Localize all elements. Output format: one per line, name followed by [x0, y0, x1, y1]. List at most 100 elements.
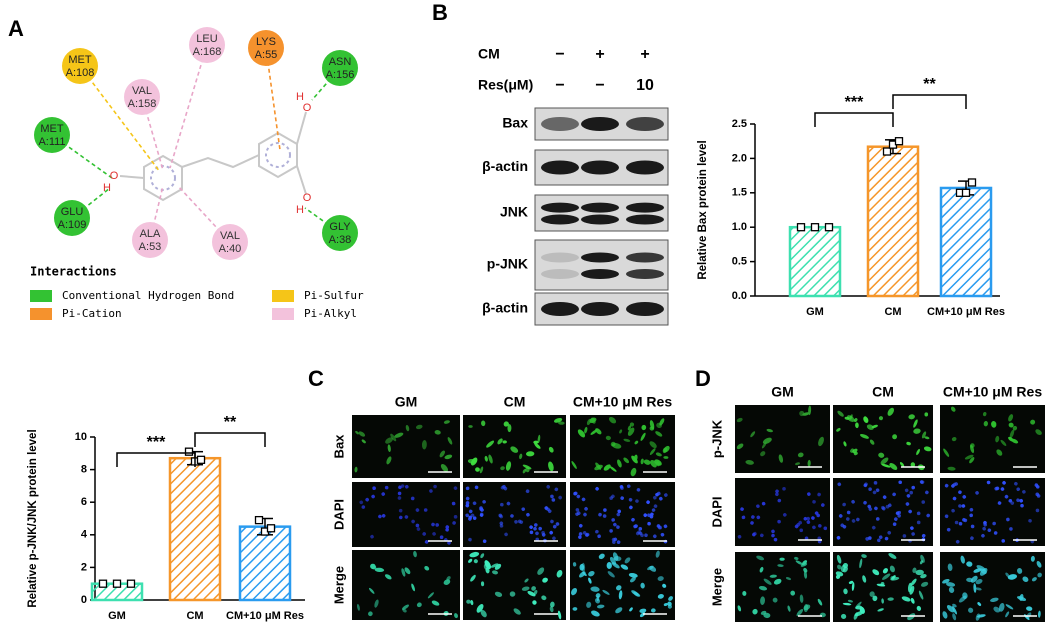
cell: [415, 508, 420, 512]
interaction-line: [79, 65, 161, 173]
cell: [962, 495, 967, 499]
y-tick-label: 10: [75, 431, 87, 443]
cell: [598, 553, 605, 560]
cell: [411, 519, 415, 524]
cell: [550, 601, 555, 608]
condition-value: 10: [636, 77, 654, 94]
cell: [597, 534, 601, 539]
y-tick-label: 2.5: [732, 118, 747, 130]
cell: [446, 576, 451, 581]
legend-label: Pi-Alkyl: [304, 307, 357, 320]
cell: [1008, 414, 1014, 422]
residue-chain: A:53: [139, 241, 162, 253]
legend-swatch: [30, 308, 52, 320]
cell: [926, 513, 930, 518]
cell: [359, 500, 364, 505]
cell: [901, 596, 911, 602]
cell: [573, 491, 577, 496]
cell: [598, 512, 602, 517]
cell: [361, 439, 366, 444]
cell: [1030, 419, 1036, 425]
cell: [583, 512, 587, 517]
cell: [633, 524, 637, 529]
cell: [401, 568, 406, 577]
cell: [649, 514, 654, 519]
cell: [620, 496, 624, 500]
cell: [627, 425, 632, 431]
cell: [371, 494, 375, 499]
residue-chain: A:158: [128, 98, 157, 110]
cell: [524, 578, 529, 583]
cell: [503, 486, 508, 491]
cell: [538, 526, 542, 531]
cell: [668, 596, 673, 601]
cell: [473, 559, 478, 564]
residue-node: [248, 30, 284, 66]
residue-chain: A:168: [193, 46, 222, 58]
y-tick-label: 4: [81, 529, 88, 541]
cell: [863, 483, 868, 488]
cell: [910, 526, 914, 530]
cell: [818, 524, 822, 528]
cell: [865, 537, 869, 541]
residue-node: [322, 50, 358, 86]
cell: [629, 422, 635, 427]
cell: [542, 577, 548, 583]
data-point: [824, 223, 834, 232]
cell: [630, 576, 636, 583]
residue-name: ASN: [329, 56, 352, 68]
condition-value: −: [555, 77, 564, 94]
cell: [758, 585, 768, 591]
cell: [881, 505, 885, 510]
blot-band: [581, 214, 619, 225]
cell: [1034, 483, 1039, 487]
cell: [479, 507, 483, 511]
cell: [549, 606, 554, 613]
data-point: [796, 223, 806, 232]
data-point: [961, 188, 971, 197]
cell: [554, 487, 559, 492]
cell: [911, 485, 916, 490]
cell: [841, 613, 847, 619]
cell: [503, 421, 509, 427]
cell: [541, 595, 547, 601]
column-header: CM+10 μM Res: [943, 384, 1042, 400]
cell: [433, 484, 437, 489]
atom-label: O: [303, 102, 312, 114]
cell: [958, 595, 967, 603]
cell: [454, 613, 458, 619]
blot-band: [581, 117, 619, 131]
micrograph: [735, 552, 830, 622]
cell: [1009, 527, 1013, 531]
cell: [655, 452, 662, 457]
cell: [466, 599, 471, 604]
cell: [976, 614, 986, 618]
cell: [365, 497, 369, 502]
x-tick-label: GM: [806, 306, 824, 318]
cell: [845, 517, 850, 521]
cell: [638, 527, 643, 531]
cell: [521, 507, 526, 511]
cell: [760, 533, 764, 538]
cell: [869, 439, 875, 445]
cell: [658, 525, 663, 530]
cell: [584, 426, 588, 434]
cell: [958, 504, 962, 508]
cell: [1031, 577, 1037, 582]
blot-band: [626, 214, 664, 225]
cell: [584, 507, 588, 511]
cell: [1035, 508, 1040, 513]
legend-label: Conventional Hydrogen Bond: [62, 289, 234, 302]
cell: [909, 585, 915, 595]
cell: [507, 424, 512, 433]
cell: [952, 496, 957, 501]
cell: [806, 520, 811, 524]
cell: [952, 613, 957, 621]
y-tick-label: 2: [81, 561, 87, 573]
cell: [519, 453, 523, 460]
cell: [581, 497, 586, 502]
cell: [435, 523, 439, 527]
cell: [882, 568, 889, 574]
data-point: [266, 524, 276, 533]
residue-name: GLY: [329, 221, 351, 233]
